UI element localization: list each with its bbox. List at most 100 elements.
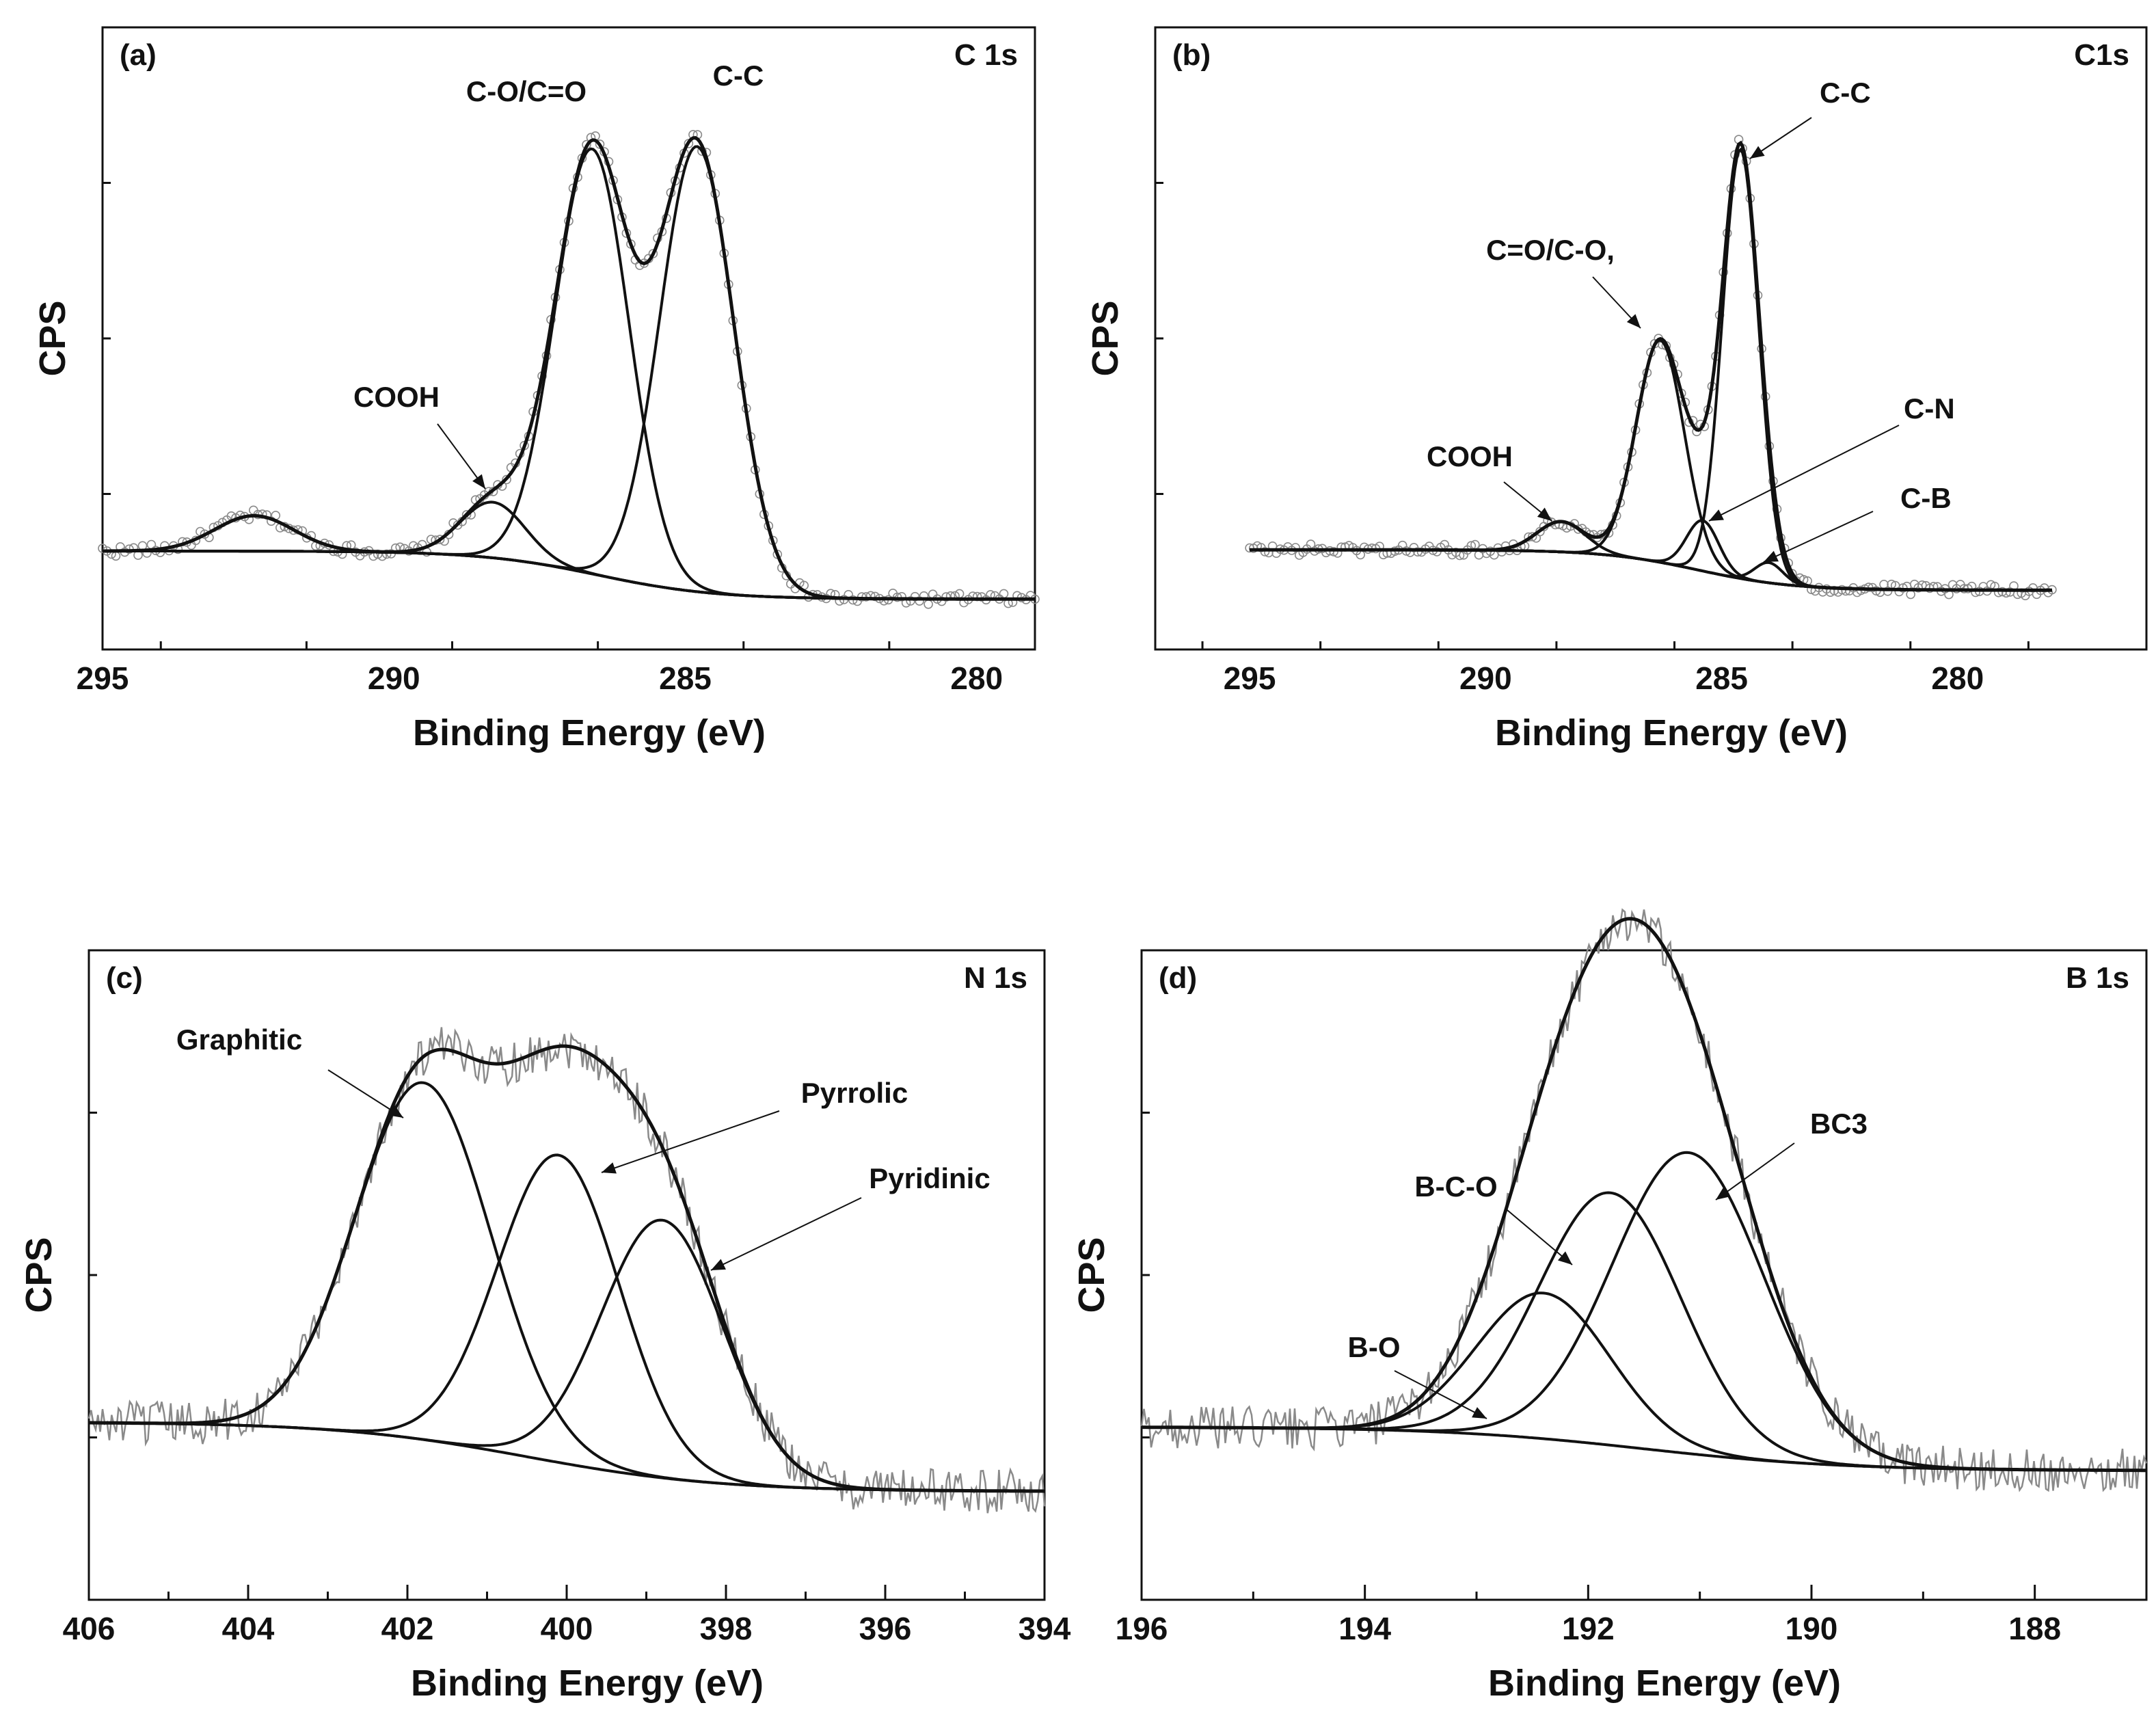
peak-label-pyrrolic: Pyrrolic — [801, 1077, 908, 1109]
raw-data-point — [1329, 547, 1338, 557]
arrowhead-c-o-c-o — [1626, 314, 1641, 328]
arrowhead-c-c — [1750, 146, 1765, 159]
raw-data-point — [897, 591, 906, 602]
x-tick-label: 400 — [541, 1611, 593, 1646]
x-tick-label: 190 — [1786, 1611, 1838, 1646]
x-axis-title: Binding Energy (eV) — [413, 712, 766, 753]
arrowhead-cooh — [1537, 507, 1552, 521]
arrowhead-graphitic — [388, 1105, 403, 1118]
panel-label: (d) — [1159, 961, 1197, 995]
peak-label-c-b: C-B — [1900, 482, 1952, 514]
raw-data-line — [87, 1027, 1046, 1514]
peak-label-b-o: B-O — [1348, 1331, 1401, 1363]
x-tick-label: 404 — [222, 1611, 275, 1646]
raw-data-point — [941, 592, 951, 602]
raw-data-point — [648, 249, 658, 258]
x-axis-title: Binding Energy (eV) — [411, 1663, 764, 1704]
y-axis-title: CPS — [18, 1237, 59, 1313]
arrowhead-c-b — [1764, 550, 1779, 562]
x-tick-label: 406 — [63, 1611, 116, 1646]
raw-data-point — [1527, 532, 1537, 541]
raw-data-point — [879, 595, 889, 606]
x-tick-label: 188 — [2008, 1611, 2061, 1646]
y-axis-title: CPS — [32, 300, 73, 376]
x-tick-label: 290 — [368, 660, 420, 696]
x-tick-label: 285 — [1695, 660, 1748, 696]
peak-pyrrolic — [88, 1153, 1045, 1493]
fit-envelope — [1250, 140, 2052, 592]
x-tick-label: 290 — [1459, 660, 1512, 696]
arrow-c-b — [1763, 511, 1874, 563]
peak-satellite — [103, 514, 1035, 601]
peak-label-c-c: C-C — [1820, 77, 1871, 109]
raw-data-point — [999, 589, 1009, 599]
raw-data-point — [1260, 547, 1270, 557]
peak-pyridinic — [88, 1218, 1045, 1493]
x-tick-label: 402 — [381, 1611, 434, 1646]
panel-b: 295 290 285 280 Binding Energy (eV) CPS (b) C1s… — [1085, 26, 2148, 753]
raw-data-point — [502, 474, 511, 485]
arrowhead-bc3 — [1716, 1187, 1731, 1200]
peak-label-c-o-c-o: C=O/C-O, — [1486, 234, 1615, 266]
arrowhead-c-n — [1709, 509, 1724, 521]
panel-label: (c) — [106, 961, 143, 995]
panel-d: 196 194 192 190 188 Binding Energy (eV) CPS (d)… — [1071, 908, 2148, 1704]
x-tick-label: 192 — [1562, 1611, 1615, 1646]
x-tick-label: 285 — [659, 660, 712, 696]
arrowhead-b-c-o — [1557, 1251, 1572, 1265]
raw-data-point — [684, 139, 694, 148]
orbital-title: B 1s — [2066, 961, 2129, 995]
y-axis-title: CPS — [1071, 1237, 1112, 1313]
peak-label-cooh: COOH — [1427, 440, 1513, 472]
panel-label: (b) — [1172, 38, 1211, 72]
arrow-pyridinic — [710, 1197, 862, 1271]
x-tick-label: 280 — [1931, 660, 1984, 696]
x-tick-label: 398 — [700, 1611, 753, 1646]
x-axis-title: Binding Energy (eV) — [1495, 712, 1848, 753]
raw-data-point — [381, 549, 392, 559]
fit-envelope — [89, 1044, 1045, 1493]
peak-label-bc3: BC3 — [1810, 1108, 1868, 1140]
peak-bc3 — [1142, 1151, 2146, 1472]
arrow-b-c-o — [1507, 1209, 1573, 1265]
background-line — [1142, 1425, 2146, 1472]
x-tick-label: 295 — [1224, 660, 1276, 696]
raw-data-point — [928, 589, 938, 600]
x-tick-label: 194 — [1338, 1611, 1391, 1646]
peak-c-c — [1250, 147, 2052, 592]
arrow-pyrrolic — [601, 1110, 780, 1173]
panel-c: 406 404 402 400 398 396 394 Binding Energy (eV)… — [18, 949, 1071, 1704]
raw-data-point — [1692, 427, 1701, 437]
orbital-title: N 1s — [964, 961, 1027, 995]
arrow-c-n — [1708, 425, 1900, 522]
raw-data-point — [861, 592, 871, 602]
peak-label-graphitic: Graphitic — [176, 1023, 302, 1056]
peak-graphitic — [89, 1081, 1045, 1493]
orbital-title: C1s — [2074, 38, 2129, 72]
raw-data-points — [98, 130, 1040, 609]
raw-data-point — [924, 599, 933, 609]
arrowhead-b-o — [1472, 1407, 1487, 1419]
peak-label-b-c-o: B-C-O — [1414, 1170, 1497, 1203]
arrow-b-o — [1394, 1370, 1487, 1419]
raw-data-point — [435, 535, 445, 544]
raw-data-point — [461, 510, 472, 520]
x-tick-label: 295 — [77, 660, 129, 696]
peak-label-cooh: COOH — [353, 381, 440, 413]
peak-label-c-c: C-C — [713, 59, 764, 92]
peak-label-c-o-c-o: C-O/C=O — [466, 75, 587, 107]
orbital-title: C 1s — [954, 38, 1018, 72]
arrowhead-pyrrolic — [602, 1162, 617, 1174]
plot-frame — [1140, 949, 2148, 1601]
raw-data-line — [1140, 908, 2148, 1492]
raw-data-points — [1245, 135, 2057, 601]
arrow-bc3 — [1715, 1142, 1795, 1201]
raw-data-point — [870, 591, 880, 602]
raw-data-point — [1474, 550, 1484, 560]
peak-cooh — [1250, 520, 2052, 592]
x-tick-label: 196 — [1116, 1611, 1168, 1646]
x-tick-label: 396 — [859, 1611, 912, 1646]
peak-label-c-n: C-N — [1904, 392, 1955, 425]
panel-label: (a) — [120, 38, 157, 72]
